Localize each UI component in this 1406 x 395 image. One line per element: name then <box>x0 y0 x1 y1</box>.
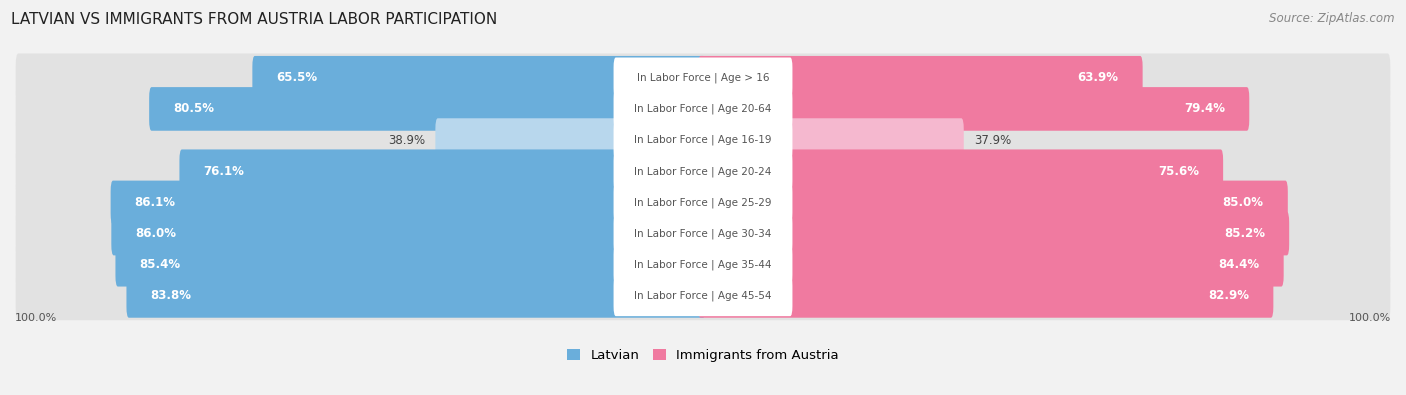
FancyBboxPatch shape <box>613 88 793 129</box>
Text: 85.2%: 85.2% <box>1225 227 1265 240</box>
FancyBboxPatch shape <box>436 118 706 162</box>
Text: 37.9%: 37.9% <box>974 134 1011 147</box>
FancyBboxPatch shape <box>613 245 793 285</box>
FancyBboxPatch shape <box>127 274 706 318</box>
Legend: Latvian, Immigrants from Austria: Latvian, Immigrants from Austria <box>561 344 845 367</box>
Text: 83.8%: 83.8% <box>150 290 191 303</box>
Text: 82.9%: 82.9% <box>1208 290 1250 303</box>
FancyBboxPatch shape <box>15 53 1391 102</box>
Text: 76.1%: 76.1% <box>204 165 245 178</box>
FancyBboxPatch shape <box>15 147 1391 196</box>
Text: 85.0%: 85.0% <box>1223 196 1264 209</box>
FancyBboxPatch shape <box>699 212 1289 256</box>
Text: 80.5%: 80.5% <box>173 102 214 115</box>
FancyBboxPatch shape <box>15 272 1391 320</box>
FancyBboxPatch shape <box>252 56 706 100</box>
FancyBboxPatch shape <box>111 181 706 224</box>
FancyBboxPatch shape <box>149 87 706 131</box>
Text: 86.1%: 86.1% <box>135 196 176 209</box>
FancyBboxPatch shape <box>15 209 1391 258</box>
Text: 84.4%: 84.4% <box>1219 258 1260 271</box>
FancyBboxPatch shape <box>15 178 1391 227</box>
FancyBboxPatch shape <box>613 58 793 98</box>
FancyBboxPatch shape <box>699 118 963 162</box>
FancyBboxPatch shape <box>613 276 793 316</box>
Text: In Labor Force | Age 30-34: In Labor Force | Age 30-34 <box>634 228 772 239</box>
Text: 65.5%: 65.5% <box>277 71 318 84</box>
Text: In Labor Force | Age > 16: In Labor Force | Age > 16 <box>637 73 769 83</box>
FancyBboxPatch shape <box>15 241 1391 289</box>
Text: 63.9%: 63.9% <box>1077 71 1119 84</box>
FancyBboxPatch shape <box>111 212 706 256</box>
Text: In Labor Force | Age 20-64: In Labor Force | Age 20-64 <box>634 103 772 114</box>
Text: 86.0%: 86.0% <box>135 227 176 240</box>
Text: 100.0%: 100.0% <box>1348 313 1391 324</box>
FancyBboxPatch shape <box>699 274 1274 318</box>
Text: In Labor Force | Age 35-44: In Labor Force | Age 35-44 <box>634 260 772 270</box>
Text: In Labor Force | Age 16-19: In Labor Force | Age 16-19 <box>634 135 772 145</box>
FancyBboxPatch shape <box>699 149 1223 193</box>
FancyBboxPatch shape <box>613 213 793 254</box>
FancyBboxPatch shape <box>699 87 1250 131</box>
Text: In Labor Force | Age 45-54: In Labor Force | Age 45-54 <box>634 291 772 301</box>
Text: In Labor Force | Age 25-29: In Labor Force | Age 25-29 <box>634 197 772 208</box>
Text: 75.6%: 75.6% <box>1159 165 1199 178</box>
FancyBboxPatch shape <box>15 85 1391 133</box>
FancyBboxPatch shape <box>613 120 793 160</box>
Text: LATVIAN VS IMMIGRANTS FROM AUSTRIA LABOR PARTICIPATION: LATVIAN VS IMMIGRANTS FROM AUSTRIA LABOR… <box>11 12 498 27</box>
Text: 38.9%: 38.9% <box>388 134 425 147</box>
FancyBboxPatch shape <box>613 182 793 223</box>
FancyBboxPatch shape <box>699 56 1143 100</box>
FancyBboxPatch shape <box>613 151 793 192</box>
FancyBboxPatch shape <box>15 116 1391 164</box>
FancyBboxPatch shape <box>115 243 706 286</box>
FancyBboxPatch shape <box>699 181 1288 224</box>
Text: 85.4%: 85.4% <box>139 258 180 271</box>
Text: 79.4%: 79.4% <box>1184 102 1225 115</box>
Text: Source: ZipAtlas.com: Source: ZipAtlas.com <box>1270 12 1395 25</box>
Text: 100.0%: 100.0% <box>15 313 58 324</box>
FancyBboxPatch shape <box>699 243 1284 286</box>
FancyBboxPatch shape <box>180 149 706 193</box>
Text: In Labor Force | Age 20-24: In Labor Force | Age 20-24 <box>634 166 772 177</box>
